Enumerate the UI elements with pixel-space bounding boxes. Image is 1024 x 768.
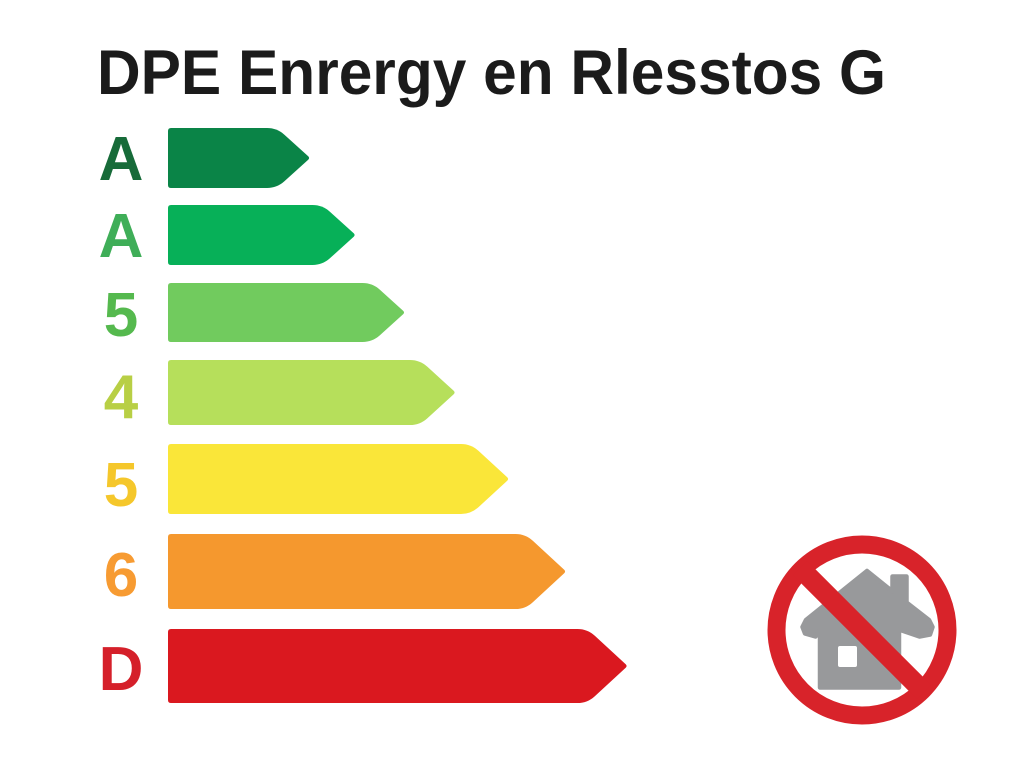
svg-text:D: D xyxy=(99,635,144,704)
svg-text:A: A xyxy=(99,202,144,271)
svg-text:5: 5 xyxy=(104,451,138,520)
svg-text:DPE Enrergy en Rlesstos G: DPE Enrergy en Rlesstos G xyxy=(97,38,886,108)
svg-text:6: 6 xyxy=(104,541,138,610)
svg-text:5: 5 xyxy=(104,281,138,350)
svg-text:A: A xyxy=(99,125,144,194)
svg-text:4: 4 xyxy=(104,363,139,432)
